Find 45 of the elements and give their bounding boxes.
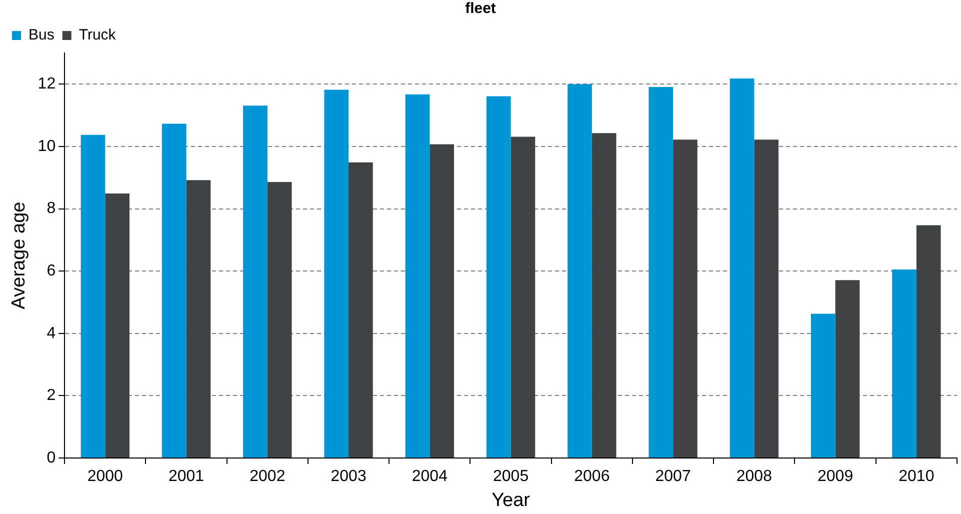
bar [730, 78, 754, 458]
legend-label: Truck [78, 26, 116, 44]
bar [324, 90, 349, 458]
x-tick-label: 2004 [412, 468, 448, 486]
y-axis-title: Average age [8, 202, 30, 310]
x-tick-label: 2007 [655, 468, 691, 486]
bar [186, 180, 211, 458]
bar [80, 134, 106, 458]
y-tick-label: 6 [46, 262, 56, 280]
bar [486, 96, 511, 458]
bar [105, 194, 130, 458]
bar [568, 84, 592, 458]
y-tick-label: 4 [46, 324, 56, 342]
bar [754, 140, 779, 458]
y-tick-label: 2 [46, 387, 56, 404]
bar [648, 86, 674, 458]
bar [835, 280, 860, 458]
x-tick-label: 2006 [574, 468, 610, 486]
x-tick-label: 2003 [330, 468, 366, 486]
y-tick-label: 0 [46, 449, 56, 466]
bar [916, 225, 941, 458]
bar [348, 162, 373, 458]
bar [405, 94, 430, 458]
y-tick-label: 8 [46, 200, 56, 218]
y-tick-label: 10 [38, 138, 56, 155]
bar [267, 182, 292, 458]
x-tick-label: 2001 [168, 468, 204, 486]
bar [430, 144, 454, 458]
chart-title: fleet [465, 0, 496, 18]
bar [673, 140, 698, 458]
bar [162, 124, 186, 458]
y-tick-label: 12 [38, 76, 56, 93]
x-tick-label: 2009 [818, 468, 854, 486]
bar [243, 106, 268, 458]
bar [510, 136, 536, 458]
x-tick-label: 2008 [736, 468, 772, 486]
x-tick-label: 2002 [250, 468, 286, 486]
bar [892, 270, 916, 458]
bar [592, 133, 616, 458]
x-tick-label: 2000 [87, 468, 124, 486]
x-tick-label: 2010 [898, 468, 934, 486]
bar [810, 314, 836, 458]
legend-label: Bus [28, 26, 54, 44]
x-axis-title: Year [492, 490, 531, 511]
x-tick-label: 2005 [493, 468, 529, 486]
